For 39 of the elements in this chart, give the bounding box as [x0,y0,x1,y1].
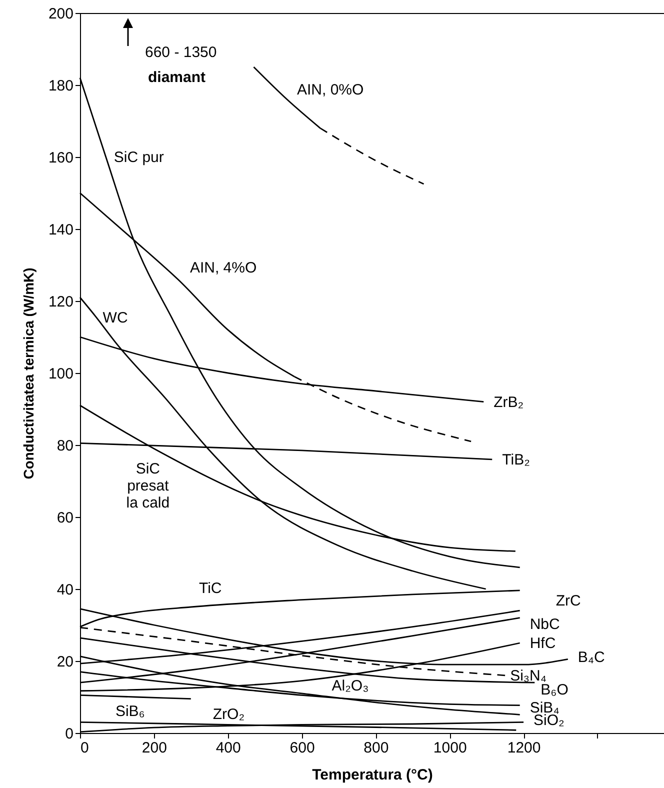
series-label: TiB₂ [502,451,530,468]
series-label: SiC presat la cald [126,460,170,512]
series-label: Si₃N₄ [510,667,546,684]
y-tick-label: 140 [48,222,74,238]
series-label: B₆O [540,682,568,699]
series-label: AIN, 4%O [190,259,257,276]
x-tick-label: 200 [142,740,167,756]
y-tick-label: 60 [56,510,74,526]
series-label: ZrB₂ [494,394,524,411]
series-label: HfC [530,635,556,652]
series-label: TiC [198,580,222,597]
x-tick-label: 400 [216,740,241,756]
x-tick-label: 1200 [507,740,541,756]
text: ZrC [556,592,582,610]
x-tick-label: 800 [364,740,389,756]
series-label: AIN, 0%O [296,81,364,98]
annotation: diamant [148,69,206,86]
series-label: SiC pur [114,149,164,166]
series-label: ZrO₂ [212,706,245,723]
y-tick-label: 40 [56,582,74,598]
y-tick-label: 0 [65,726,74,742]
y-tick-label: 20 [56,654,74,670]
y-tick-label: 200 [48,6,74,22]
y-tick-label: 80 [56,438,74,454]
series-label: B₄C [578,649,606,666]
y-tick-label: 120 [48,294,74,310]
x-tick-label: 600 [290,740,315,756]
y-tick-label: 100 [48,366,74,382]
x-tick-label: 0 [80,740,89,756]
y-axis-title: Conductivitatea termica (W/mK) [20,268,36,480]
x-tick-label: 1000 [433,740,467,756]
series-label: WC [102,309,128,326]
y-tick-label: 180 [48,78,74,94]
x-axis-title: Temperatura (°C) [312,766,433,784]
annotation: 660 - 1350 [145,44,217,61]
series-label: NbC [530,616,560,633]
series-label: SiB₆ [115,703,145,720]
series-label: Al₂O₃ [332,677,369,694]
y-tick-label: 160 [48,150,74,166]
